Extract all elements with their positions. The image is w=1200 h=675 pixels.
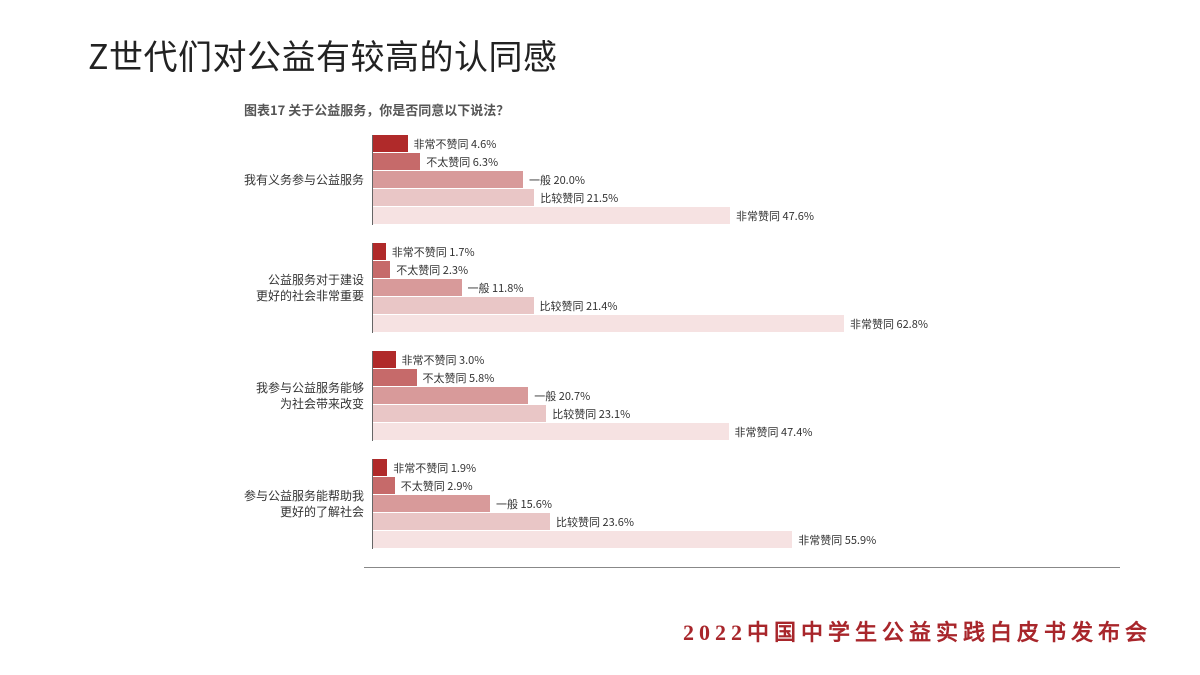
- bar: [373, 387, 528, 405]
- footer-text: 2022中国中学生公益实践白皮书发布会: [683, 615, 1152, 647]
- bar-value-label: 非常不赞同 4.6%: [414, 135, 497, 153]
- bar-value-label: 比较赞同 21.5%: [540, 189, 618, 207]
- bar: [373, 495, 490, 513]
- bar-row: 非常不赞同 1.9%: [373, 459, 1120, 477]
- bar-value-label: 一般 20.0%: [529, 171, 585, 189]
- chart-group: 参与公益服务能帮助我更好的了解社会 非常不赞同 1.9%不太赞同 2.9% 一般 1…: [240, 459, 1120, 549]
- bar-value-label: 一般 15.6%: [496, 495, 552, 513]
- bar-row: 非常赞同 47.6%: [373, 207, 1120, 225]
- bar: [373, 423, 729, 441]
- chart-group: 我参与公益服务能够为社会带来改变 非常不赞同 3.0%不太赞同 5.8% 一般 20…: [240, 351, 1120, 441]
- bar-row: 不太赞同 6.3%: [373, 153, 1120, 171]
- bar: [373, 243, 386, 261]
- bar: [373, 477, 395, 495]
- slide: Z世代们对公益有较高的认同感 图表17 关于公益服务，你是否同意以下说法？ 我有…: [0, 0, 1200, 675]
- bar-value-label: 非常赞同 47.4%: [735, 423, 813, 441]
- chart-group: 我有义务参与公益服务 非常不赞同 4.6%不太赞同 6.3% 一般 20.0%比较赞…: [240, 135, 1120, 225]
- bar: [373, 279, 462, 297]
- bar-value-label: 比较赞同 21.4%: [540, 297, 618, 315]
- bar-value-label: 一般 20.7%: [534, 387, 590, 405]
- bar-row: 不太赞同 2.3%: [373, 261, 1120, 279]
- bars-container: 非常不赞同 1.9%不太赞同 2.9% 一般 15.6%比较赞同 23.6% 非常赞…: [372, 459, 1120, 549]
- bar-row: 一般 20.0%: [373, 171, 1120, 189]
- bar-value-label: 非常不赞同 1.7%: [392, 243, 475, 261]
- group-label: 我有义务参与公益服务: [240, 172, 372, 188]
- bar-value-label: 非常赞同 47.6%: [736, 207, 814, 225]
- bar-row: 比较赞同 21.5%: [373, 189, 1120, 207]
- chart-title: 图表17 关于公益服务，你是否同意以下说法？: [244, 100, 1120, 119]
- slide-title: Z世代们对公益有较高的认同感: [88, 30, 558, 79]
- bar: [373, 351, 396, 369]
- group-label: 参与公益服务能帮助我更好的了解社会: [240, 488, 372, 520]
- bar-row: 非常赞同 47.4%: [373, 423, 1120, 441]
- bar-row: 比较赞同 23.1%: [373, 405, 1120, 423]
- bar-value-label: 非常赞同 55.9%: [798, 531, 876, 549]
- bar: [373, 189, 534, 207]
- bar-value-label: 不太赞同 2.3%: [396, 261, 468, 279]
- bar-value-label: 非常不赞同 3.0%: [402, 351, 485, 369]
- bar-row: 一般 15.6%: [373, 495, 1120, 513]
- bar-value-label: 比较赞同 23.6%: [556, 513, 634, 531]
- bar-value-label: 非常赞同 62.8%: [850, 315, 928, 333]
- bar-value-label: 不太赞同 2.9%: [401, 477, 473, 495]
- bar: [373, 261, 390, 279]
- chart-area: 图表17 关于公益服务，你是否同意以下说法？ 我有义务参与公益服务非常不赞同 4…: [240, 100, 1120, 568]
- bar: [373, 297, 534, 315]
- bar-row: 比较赞同 21.4%: [373, 297, 1120, 315]
- chart-groups: 我有义务参与公益服务非常不赞同 4.6%不太赞同 6.3%一般 20.0%比较赞…: [240, 135, 1120, 549]
- group-label: 公益服务对于建设更好的社会非常重要: [240, 272, 372, 304]
- bar-row: 一般 11.8%: [373, 279, 1120, 297]
- bar: [373, 153, 420, 171]
- bar-value-label: 不太赞同 6.3%: [426, 153, 498, 171]
- chart-group: 公益服务对于建设更好的社会非常重要非常不赞同 1.7%不太赞同 2.3%一般 1…: [240, 243, 1120, 333]
- bar-value-label: 比较赞同 23.1%: [552, 405, 630, 423]
- bar-value-label: 不太赞同 5.8%: [423, 369, 495, 387]
- bar-row: 一般 20.7%: [373, 387, 1120, 405]
- bar-row: 不太赞同 2.9%: [373, 477, 1120, 495]
- bar: [373, 405, 546, 423]
- bar-row: 非常赞同 55.9%: [373, 531, 1120, 549]
- bar-row: 非常不赞同 4.6%: [373, 135, 1120, 153]
- bars-container: 非常不赞同 1.7%不太赞同 2.3%一般 11.8% 比较赞同 21.4% 非常赞…: [372, 243, 1120, 333]
- bar: [373, 171, 523, 189]
- bar: [373, 369, 417, 387]
- bar-value-label: 非常不赞同 1.9%: [393, 459, 476, 477]
- bar-row: 不太赞同 5.8%: [373, 369, 1120, 387]
- bar: [373, 531, 792, 549]
- bar: [373, 135, 408, 153]
- bar-row: 比较赞同 23.6%: [373, 513, 1120, 531]
- bar: [373, 207, 730, 225]
- bars-container: 非常不赞同 3.0%不太赞同 5.8% 一般 20.7%比较赞同 23.1% 非常赞…: [372, 351, 1120, 441]
- bar-value-label: 一般 11.8%: [468, 279, 524, 297]
- bar: [373, 459, 387, 477]
- bar: [373, 513, 550, 531]
- bar-row: 非常不赞同 1.7%: [373, 243, 1120, 261]
- x-axis-line: [364, 567, 1120, 568]
- bar-row: 非常不赞同 3.0%: [373, 351, 1120, 369]
- bars-container: 非常不赞同 4.6%不太赞同 6.3% 一般 20.0%比较赞同 21.5% 非常赞…: [372, 135, 1120, 225]
- bar-row: 非常赞同 62.8%: [373, 315, 1120, 333]
- group-label: 我参与公益服务能够为社会带来改变: [240, 380, 372, 412]
- bar: [373, 315, 844, 333]
